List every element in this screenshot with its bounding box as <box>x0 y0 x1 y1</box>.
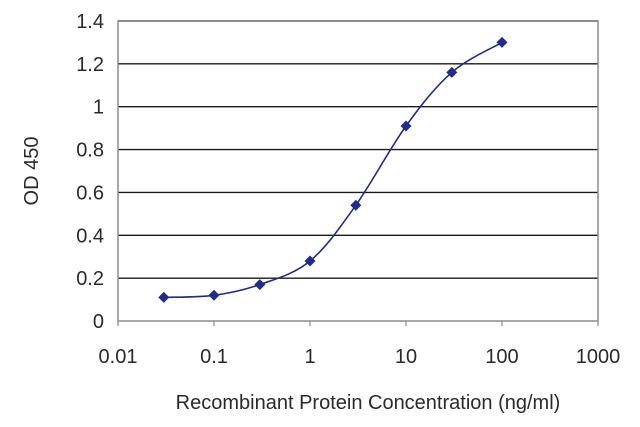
x-tick-label-4: 100 <box>485 346 518 368</box>
data-point-0 <box>158 291 170 303</box>
grid-lines <box>118 20 598 279</box>
y-tick-label-0: 0 <box>93 311 104 333</box>
y-tick-label-3: 0.6 <box>76 182 104 204</box>
data-point-5 <box>400 120 412 132</box>
x-axis-title: Recombinant Protein Concentration (ng/ml… <box>176 392 561 414</box>
plot-area-frame <box>117 20 599 322</box>
x-tick-label-2: 1 <box>304 346 315 368</box>
data-point-3 <box>304 255 316 267</box>
series-points <box>158 36 508 303</box>
series-fit-curve <box>163 41 503 299</box>
y-tick-label-6: 1.2 <box>76 54 104 76</box>
data-point-7 <box>496 36 508 48</box>
data-point-1 <box>208 289 220 301</box>
y-tick-label-1: 0.2 <box>76 268 104 290</box>
y-tick-label-7: 1.4 <box>76 11 104 33</box>
data-point-4 <box>350 199 362 211</box>
x-tick-label-0: 0.01 <box>99 346 138 368</box>
data-point-2 <box>254 279 266 291</box>
y-axis-ticks: 0 0.2 0.4 0.6 0.8 1 1.2 1.4 <box>76 11 104 333</box>
x-tick-label-5: 1000 <box>576 346 621 368</box>
x-tick-label-1: 0.1 <box>200 346 228 368</box>
y-tick-label-4: 0.8 <box>76 140 104 162</box>
x-tick-label-3: 10 <box>395 346 417 368</box>
y-tick-label-2: 0.4 <box>76 225 104 247</box>
data-point-6 <box>446 66 458 78</box>
y-axis-title: OD 450 <box>21 137 43 206</box>
y-tick-label-5: 1 <box>93 97 104 119</box>
x-axis-ticks: 0.01 0.1 1 10 100 1000 <box>99 321 621 368</box>
